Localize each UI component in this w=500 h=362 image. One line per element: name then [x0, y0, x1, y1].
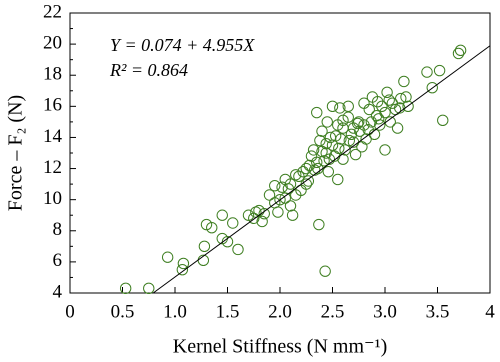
point — [269, 179, 281, 192]
point — [421, 66, 433, 78]
fit-line — [152, 45, 491, 294]
point — [374, 119, 386, 131]
point — [391, 122, 404, 134]
point — [286, 209, 299, 221]
point — [320, 137, 332, 150]
point — [318, 155, 330, 167]
point — [402, 100, 414, 113]
point — [354, 125, 366, 137]
point — [216, 209, 228, 221]
x-tick-label: 3.5 — [426, 301, 450, 322]
point — [297, 165, 309, 178]
y-tick-label: 6 — [53, 250, 63, 271]
r-squared: R² = 0.864 — [109, 60, 188, 80]
point — [314, 134, 326, 147]
point — [356, 141, 368, 153]
point — [332, 173, 344, 186]
point — [326, 100, 339, 113]
point — [322, 165, 334, 178]
equation: Y = 0.074 + 4.955X — [110, 35, 255, 55]
point — [384, 116, 396, 128]
x-tick-label: 2.5 — [321, 301, 345, 322]
point — [305, 150, 318, 162]
point — [398, 75, 410, 88]
point — [452, 47, 465, 60]
point — [161, 251, 174, 263]
x-tick-label: 1.0 — [163, 301, 187, 322]
point — [345, 128, 358, 141]
point — [119, 282, 132, 295]
x-tick-label: 0 — [65, 301, 75, 322]
x-tick-label: 1.5 — [216, 301, 240, 322]
point — [363, 103, 375, 116]
point — [311, 156, 323, 169]
point — [263, 189, 276, 201]
point — [400, 91, 412, 103]
point — [379, 106, 391, 119]
point — [379, 144, 391, 156]
point — [323, 153, 336, 165]
point — [337, 114, 349, 127]
point — [300, 162, 312, 175]
point — [302, 175, 315, 187]
x-tick-label: 0.5 — [111, 301, 135, 322]
point — [177, 257, 190, 270]
point — [329, 130, 342, 142]
point — [339, 144, 351, 156]
point — [395, 92, 407, 105]
point — [206, 221, 218, 234]
y-axis-label: Force – F₂ (N) — [5, 95, 27, 211]
point — [376, 100, 388, 113]
point — [232, 243, 244, 256]
point — [311, 106, 323, 119]
point — [276, 181, 288, 193]
point — [284, 178, 297, 190]
y-tick-label: 4 — [53, 281, 63, 302]
point — [343, 134, 355, 147]
point — [176, 263, 189, 276]
point — [143, 282, 155, 295]
point — [383, 94, 395, 106]
y-tick-label: 14 — [43, 126, 63, 147]
point — [373, 113, 385, 125]
y-tick-label: 18 — [43, 64, 62, 85]
point — [279, 192, 291, 204]
x-tick-label: 4 — [485, 301, 495, 322]
y-tick-label: 22 — [43, 1, 62, 22]
point — [437, 114, 449, 127]
y-tick-label: 20 — [43, 32, 62, 53]
point — [313, 218, 325, 231]
point — [319, 265, 331, 277]
point — [227, 217, 239, 229]
x-tick-label: 3.0 — [373, 301, 397, 322]
point — [198, 240, 211, 253]
point — [333, 142, 345, 155]
point — [248, 212, 260, 225]
y-tick-label: 12 — [43, 157, 62, 178]
point — [307, 144, 320, 156]
x-axis-label: Kernel Stiffness (N mm⁻¹) — [173, 336, 387, 358]
point — [321, 116, 333, 128]
point — [334, 102, 346, 114]
y-tick-label: 16 — [43, 95, 62, 116]
point — [433, 64, 446, 77]
point — [256, 215, 268, 228]
y-tick-label: 8 — [53, 219, 63, 240]
point — [290, 169, 302, 181]
y-tick-label: 10 — [43, 188, 62, 209]
point — [316, 125, 328, 137]
point — [352, 117, 364, 130]
point — [426, 81, 438, 94]
point — [284, 200, 297, 212]
point — [342, 100, 354, 113]
point — [381, 86, 393, 99]
point — [349, 148, 362, 161]
x-tick-label: 2.0 — [268, 301, 292, 322]
point — [258, 207, 270, 220]
point — [272, 206, 284, 218]
point — [274, 193, 286, 206]
point — [454, 44, 467, 57]
